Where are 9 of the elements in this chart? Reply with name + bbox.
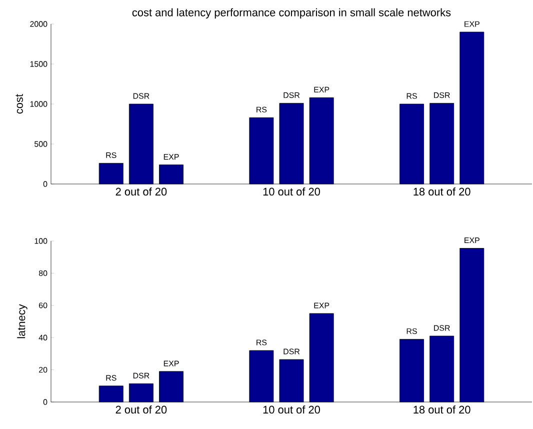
x-tick-label: 18 out of 20 <box>414 188 470 196</box>
x-tick-label: 2 out of 20 <box>116 188 167 196</box>
chart-title: cost and latency performance comparison in small scale networks <box>132 8 451 18</box>
x-tick-label: 18 out of 20 <box>414 406 470 414</box>
x-tick-label: 10 out of 20 <box>263 406 320 414</box>
x-tick-label: 2 out of 20 <box>116 406 167 414</box>
x-tick-label: 10 out of 20 <box>263 188 320 196</box>
y-axis-title: latnecy <box>17 304 28 338</box>
y-axis-title: cost <box>16 94 23 114</box>
